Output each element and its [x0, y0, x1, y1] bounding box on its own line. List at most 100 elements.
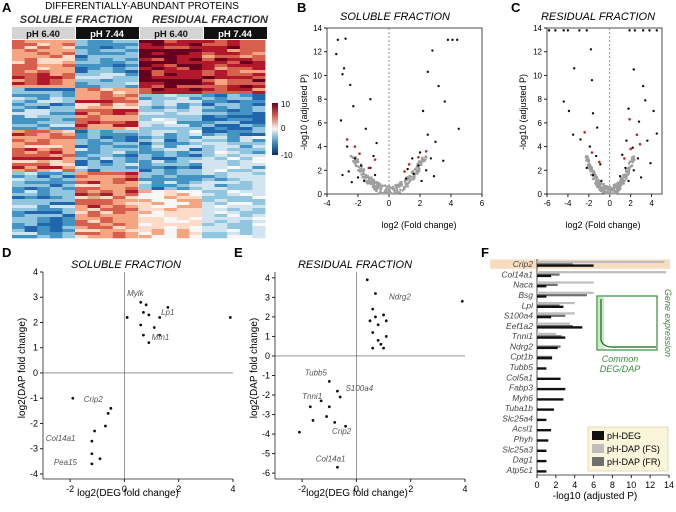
heatmap-cell	[12, 199, 25, 203]
heatmap-cell	[125, 169, 139, 173]
significant-point	[599, 163, 602, 166]
heatmap-cell	[125, 124, 139, 128]
heatmap-cell	[12, 139, 25, 143]
heatmap-cell	[239, 127, 253, 131]
heatmap-cell	[252, 106, 266, 110]
heatmap-cell	[24, 202, 38, 206]
heatmap-cell	[151, 166, 165, 170]
heatmap-cell	[125, 220, 139, 224]
heatmap-cell	[176, 235, 190, 239]
x-tick-label: 0	[354, 484, 359, 494]
heatmap-cell	[62, 67, 76, 71]
heatmap-cell	[75, 124, 88, 128]
significant-point	[590, 78, 594, 82]
heatmap-cell	[189, 226, 203, 230]
gene-point	[158, 316, 162, 319]
heatmap-cell	[176, 127, 190, 131]
heatmap-cell	[176, 136, 190, 140]
heatmap-cell	[139, 187, 152, 191]
bar-dap-fr	[537, 283, 558, 286]
panel-f: F 0 2 4 6 8 10 12 14Crip2Col14a1NacaBsgLplS100a…	[481, 245, 674, 502]
heatmap-cell	[87, 196, 101, 200]
heatmap-cell	[12, 76, 25, 80]
heatmap-cell	[151, 151, 165, 155]
significant-point	[621, 153, 624, 157]
heatmap-cell	[252, 202, 266, 206]
y-tick-label: -4	[30, 469, 38, 479]
nonsignificant-point	[399, 188, 402, 191]
heatmap-cell	[227, 100, 241, 104]
heatmap-cell	[75, 196, 88, 200]
heatmap-cell	[62, 199, 76, 203]
heatmap-cell	[189, 76, 203, 80]
heatmap-cell	[227, 103, 241, 107]
heatmap-cell	[100, 148, 114, 152]
gene-name-label: Naca	[513, 280, 533, 290]
heatmap-cell	[239, 172, 253, 176]
heatmap-cell	[214, 76, 228, 80]
heatmap-cell	[62, 82, 76, 86]
heatmap-cell	[189, 103, 203, 107]
heatmap-cell	[62, 148, 76, 152]
heatmap-cell	[189, 196, 203, 200]
heatmap-cell	[87, 202, 101, 206]
gene-label: S100a4	[346, 384, 374, 393]
heatmap-cell	[37, 115, 51, 119]
heatmap-cell	[139, 46, 152, 50]
gene-point	[166, 305, 170, 309]
y-tick-label: 1	[265, 331, 270, 341]
heatmap-cell	[125, 52, 139, 56]
heatmap-cell	[189, 136, 203, 140]
heatmap-cell	[49, 232, 63, 236]
heatmap-cell	[87, 79, 101, 83]
heatmap-cell	[252, 157, 266, 161]
heatmap-cell	[176, 97, 190, 101]
heatmap-cell	[139, 136, 152, 140]
heatmap-cell	[252, 40, 266, 44]
heatmap-cell	[24, 205, 38, 209]
heatmap-cell	[12, 142, 25, 146]
heatmap-cell	[227, 181, 241, 185]
heatmap-cell	[202, 160, 215, 164]
heatmap-cell	[24, 106, 38, 110]
heatmap-cell	[24, 46, 38, 50]
nonsignificant-point	[607, 192, 610, 195]
nonsignificant-point	[627, 169, 630, 173]
heatmap-cell	[87, 199, 101, 203]
heatmap-cell	[125, 148, 139, 152]
heatmap-cell	[151, 112, 165, 116]
heatmap-cell	[202, 235, 215, 239]
bar-deg	[537, 326, 583, 329]
heatmap-cell	[139, 178, 152, 182]
plot-frame	[326, 27, 483, 195]
y-tick-label: 10	[533, 71, 542, 80]
heatmap-cell	[49, 169, 63, 173]
gene-point	[371, 331, 375, 334]
nonsignificant-point	[619, 182, 622, 185]
heatmap-cell	[139, 115, 152, 119]
heatmap-cell	[100, 187, 114, 191]
heatmap-cell	[125, 229, 139, 233]
significant-point	[443, 100, 446, 103]
heatmap-cell	[214, 40, 228, 44]
heatmap-cell	[176, 151, 190, 155]
heatmap-cell	[24, 223, 38, 227]
heatmap-cell	[164, 97, 178, 101]
heatmap-cell	[151, 196, 165, 200]
nonsignificant-point	[624, 173, 628, 177]
heatmap-cell	[37, 82, 51, 86]
nonsignificant-point	[608, 188, 612, 191]
heatmap-cell	[112, 118, 126, 122]
heatmap-cell	[87, 193, 101, 197]
heatmap-cell	[37, 49, 51, 53]
heatmap-cell	[49, 214, 63, 218]
heatmap-cell	[189, 145, 203, 149]
heatmap-cell	[37, 67, 51, 71]
heatmap-cell	[75, 214, 88, 218]
heatmap-cell	[252, 151, 266, 155]
heatmap-cell	[164, 139, 178, 143]
heatmap-cell	[239, 220, 253, 224]
heatmap-cell	[62, 175, 76, 179]
gene-point	[142, 333, 145, 337]
heatmap-cell	[151, 220, 165, 224]
